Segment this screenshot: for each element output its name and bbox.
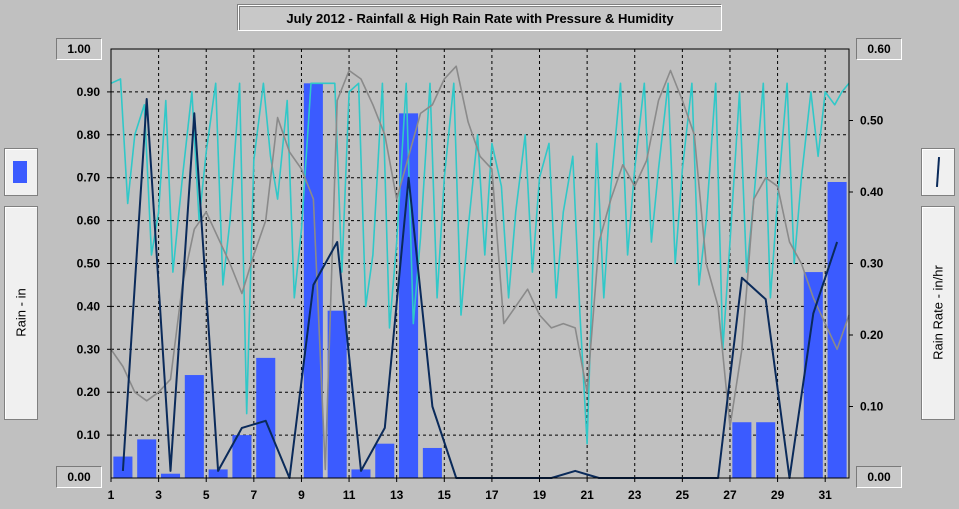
rain-bar — [422, 447, 442, 478]
y-left-tick-label: 0.40 — [77, 299, 101, 313]
rain-bar — [137, 439, 157, 478]
y-right-tick-label: 0.50 — [860, 114, 884, 128]
rain-bar — [184, 375, 204, 478]
y-left-tick-label: 0.50 — [77, 257, 101, 271]
x-tick-label: 21 — [580, 488, 594, 502]
y-left-tick-label: 0.60 — [77, 214, 101, 228]
rain-bars — [113, 83, 847, 479]
rain-bar — [375, 443, 395, 478]
left-axis-label-panel: Rain - in — [4, 206, 38, 420]
x-tick-label: 7 — [250, 488, 257, 502]
y-left-tick-label: 0.30 — [77, 342, 101, 356]
y-right-tick-top: 0.60 — [856, 38, 902, 60]
x-tick-label: 13 — [390, 488, 404, 502]
x-tick-label: 11 — [343, 488, 356, 502]
y-left-ticks: 0.90 0.80 0.70 0.60 0.50 0.40 0.30 0.20 0.10 — [77, 85, 111, 442]
y-left-tick-label: 0.90 — [77, 85, 101, 99]
x-tick-label: 5 — [203, 488, 210, 502]
x-ticks: 1 3 5 7 9 11 13 15 17 19 21 23 25 27 29 31 — [108, 478, 833, 502]
rain-bar — [303, 83, 323, 478]
right-axis-label-panel: Rain Rate - in/hr — [921, 206, 955, 420]
y-left-tick-label: 0.70 — [77, 171, 101, 185]
rain-bar-legend-swatch — [13, 161, 27, 183]
rain-bar — [256, 357, 276, 478]
y-right-ticks: 0.50 0.40 0.30 0.20 0.10 — [849, 114, 884, 414]
y-left-tick-label: 0.10 — [77, 428, 101, 442]
y-right-tick-label: 0.30 — [860, 257, 884, 271]
rain-bar — [351, 469, 371, 478]
x-tick-label: 9 — [298, 488, 305, 502]
chart-title: July 2012 - Rainfall & High Rain Rate wi… — [238, 5, 722, 31]
rain-bar — [756, 422, 776, 478]
y-left-tick-label: 0.20 — [77, 385, 101, 399]
x-tick-label: 17 — [485, 488, 499, 502]
y-left-tick-label: 0.80 — [77, 128, 101, 142]
rain-bar — [232, 435, 252, 478]
x-tick-label: 29 — [771, 488, 785, 502]
rain-bar — [732, 422, 752, 478]
x-tick-label: 3 — [155, 488, 162, 502]
rain-bar — [327, 310, 347, 478]
rain-bar — [208, 469, 228, 478]
x-tick-label: 27 — [723, 488, 737, 502]
humidity-line — [110, 78, 850, 445]
x-tick-label: 25 — [676, 488, 690, 502]
y-right-tick-bottom: 0.00 — [856, 466, 902, 488]
x-tick-label: 1 — [108, 488, 115, 502]
y-left-tick-bottom: 0.00 — [56, 466, 102, 488]
right-legend-swatch-panel — [921, 148, 955, 196]
rain-bar — [160, 473, 181, 478]
rain-bar — [803, 272, 823, 478]
y-right-tick-label: 0.40 — [860, 185, 884, 199]
rain-bar — [399, 113, 419, 478]
y-right-tick-label: 0.10 — [860, 400, 884, 414]
left-legend-swatch-panel — [4, 148, 38, 196]
x-tick-label: 15 — [438, 488, 452, 502]
x-tick-label: 31 — [819, 488, 833, 502]
pressure-line — [110, 65, 850, 471]
y-right-tick-label: 0.20 — [860, 328, 884, 342]
y-left-tick-top: 1.00 — [56, 38, 102, 60]
x-tick-label: 23 — [628, 488, 642, 502]
x-tick-label: 19 — [533, 488, 547, 502]
